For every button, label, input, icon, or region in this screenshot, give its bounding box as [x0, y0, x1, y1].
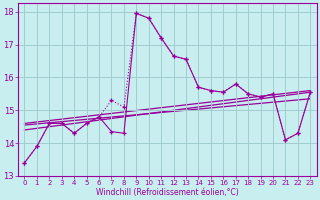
X-axis label: Windchill (Refroidissement éolien,°C): Windchill (Refroidissement éolien,°C) — [96, 188, 239, 197]
